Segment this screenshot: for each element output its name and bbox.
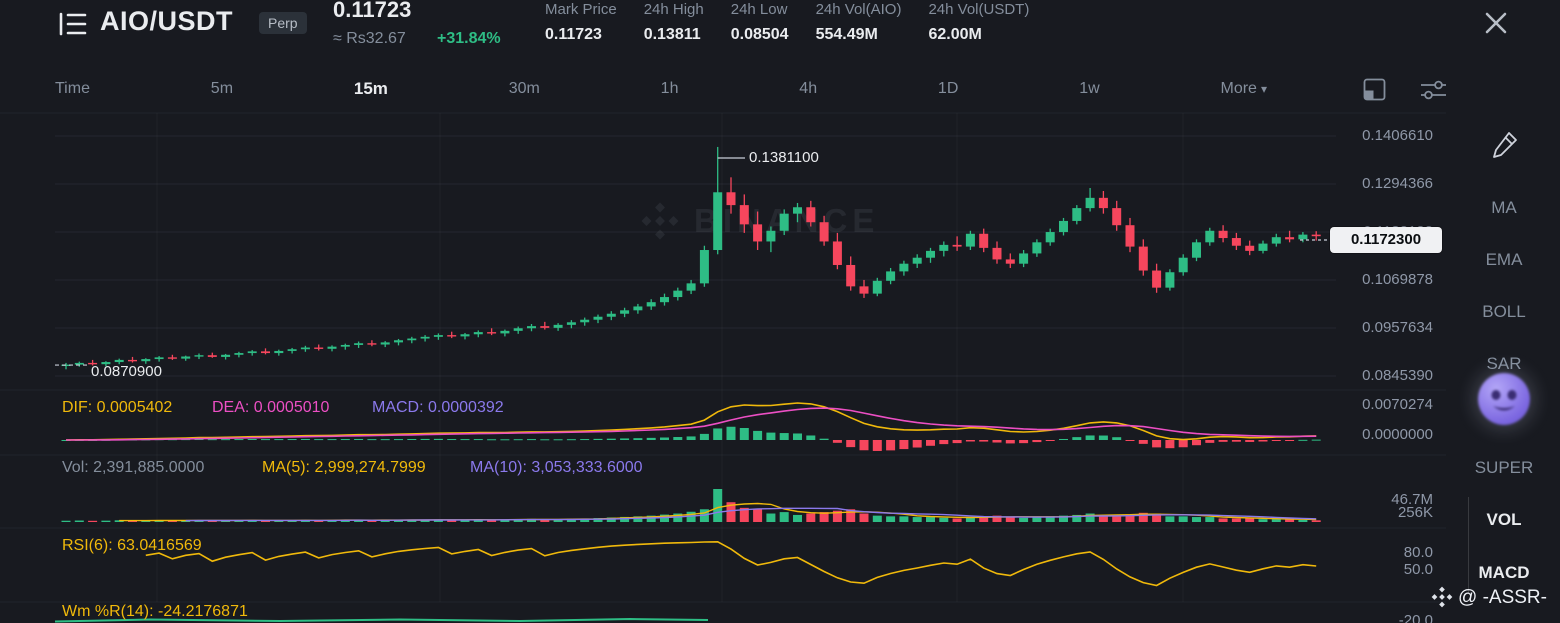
- last-price-tag: 0.1172300: [1330, 227, 1442, 253]
- interval-1w[interactable]: 1w: [1079, 80, 1100, 97]
- wr-axis-label: -20.0: [1398, 612, 1433, 623]
- volume-axis-label: 256K: [1397, 504, 1433, 521]
- binance-logo-icon: [641, 202, 679, 240]
- interval-toolbar: Time 5m 15m 30m 1h 4h 1D 1w More ▾: [55, 72, 1267, 106]
- sidebar-item-sar[interactable]: SAR: [1486, 354, 1522, 373]
- macd-hist-value: MACD: 0.0000392: [372, 399, 504, 416]
- author-watermark: @ -ASSR-: [1458, 587, 1547, 608]
- stat-24h-low: 24h Low 0.08504: [730, 1, 789, 43]
- sidebar-item-super[interactable]: SUPER: [1474, 458, 1534, 477]
- chevron-down-icon: ▾: [1260, 82, 1267, 96]
- macd-axis-label: 0.0070274: [1362, 396, 1433, 413]
- fiat-price: ≈ Rs32.67: [333, 30, 406, 47]
- price-axis-label: 0.1069878: [1362, 271, 1433, 288]
- stat-24h-vol-quote: 24h Vol(USDT) 62.00M: [928, 1, 1030, 43]
- macd-dea-value: DEA: 0.0005010: [212, 399, 330, 416]
- williams-r-value: Wm %R(14): -24.2176871: [62, 603, 248, 620]
- macd-axis-label: 0.0000000: [1362, 426, 1433, 443]
- stats-row: Mark Price 0.11723 24h High 0.13811 24h …: [545, 1, 1029, 44]
- volume-ma5-value: MA(5): 2,999,274.7999: [262, 459, 426, 476]
- interval-1h[interactable]: 1h: [660, 80, 679, 97]
- interval-more-button[interactable]: More ▾: [1220, 80, 1267, 97]
- emoji-sticker: [1478, 373, 1530, 425]
- binance-corner-logo-icon: [1431, 586, 1453, 613]
- volume-ma10-value: MA(10): 3,053,333.6000: [470, 459, 643, 476]
- price-axis-label: 0.0957634: [1362, 319, 1433, 336]
- price-axis-label: 0.1294366: [1362, 175, 1433, 192]
- sidebar-item-vol[interactable]: VOL: [1486, 510, 1522, 529]
- interval-1d[interactable]: 1D: [937, 80, 959, 97]
- sidebar-divider: [1468, 497, 1469, 593]
- interval-time[interactable]: Time: [55, 80, 90, 97]
- chart-layout-icon[interactable]: [1363, 78, 1386, 106]
- price-axis-label: 0.0845390: [1362, 367, 1433, 384]
- interval-15m[interactable]: 15m: [353, 79, 388, 98]
- stat-24h-high: 24h High 0.13811: [643, 1, 704, 43]
- draw-tool-icon[interactable]: [1491, 130, 1519, 165]
- interval-30m[interactable]: 30m: [508, 80, 540, 97]
- rsi-value: RSI(6): 63.0416569: [62, 537, 202, 554]
- interval-5m[interactable]: 5m: [210, 80, 234, 97]
- volume-value: Vol: 2,391,885.0000: [62, 459, 205, 476]
- macd-dif-value: DIF: 0.0005402: [62, 399, 173, 416]
- session-low-annotation: 0.0870900: [91, 363, 162, 380]
- stat-mark-price: Mark Price 0.11723: [545, 1, 617, 43]
- sidebar-item-ema[interactable]: EMA: [1485, 250, 1523, 269]
- session-high-annotation: 0.1381100: [749, 149, 819, 166]
- volume-axis-label: 46.7M: [1391, 491, 1433, 508]
- rsi-axis-label: 50.0: [1403, 561, 1433, 578]
- rsi-axis-label: 80.0: [1403, 544, 1433, 561]
- symbol-title: AIO/USDT: [100, 6, 234, 36]
- sidebar-item-macd[interactable]: MACD: [1478, 563, 1530, 582]
- sidebar-item-boll[interactable]: BOLL: [1482, 302, 1526, 321]
- change-percent: +31.84%: [437, 30, 501, 47]
- last-price: 0.11723: [333, 0, 412, 22]
- sidebar-item-ma[interactable]: MA: [1491, 198, 1517, 217]
- interval-4h[interactable]: 4h: [799, 80, 818, 97]
- indicator-settings-icon[interactable]: [1420, 79, 1447, 106]
- stat-24h-vol-base: 24h Vol(AIO) 554.49M: [815, 1, 902, 43]
- contract-type-badge: Perp: [259, 12, 307, 34]
- price-axis-label: 0.1406610: [1362, 127, 1433, 144]
- close-button[interactable]: [1480, 7, 1512, 44]
- orderbook-toggle-icon[interactable]: [58, 11, 88, 42]
- close-icon: [1485, 12, 1507, 34]
